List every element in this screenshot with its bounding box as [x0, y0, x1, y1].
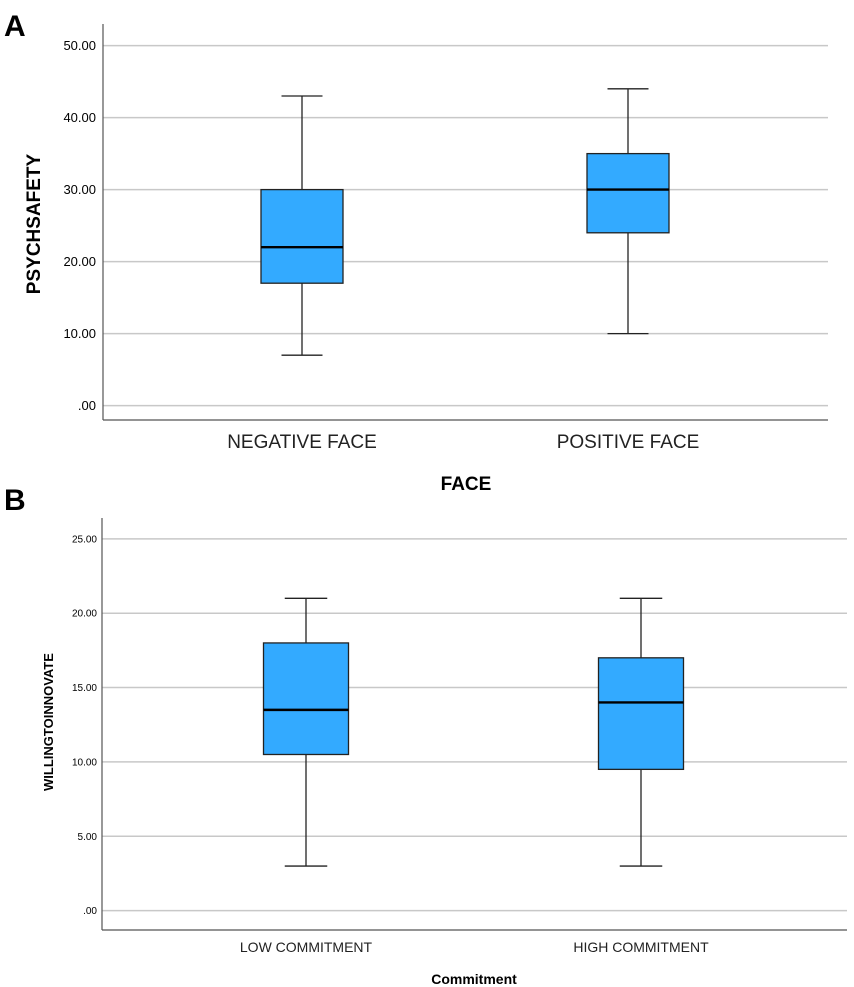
box-iqr: [597, 657, 685, 771]
box-iqr: [260, 188, 344, 284]
category-label: LOW COMMITMENT: [240, 939, 373, 955]
panel-b-y-ticks: .00 5.00 10.00 15.00 20.00 25.00: [72, 534, 97, 917]
panel-a-y-axis-title: PSYCHSAFETY: [24, 153, 45, 294]
box-iqr: [262, 642, 350, 756]
panel-a-x-axis-title: FACE: [441, 474, 492, 495]
panel-a: A .00 10.00 20.00 30.00 40.00 50.00 NEGATIVE …: [4, 10, 828, 495]
y-tick-label: 20.00: [72, 609, 97, 620]
panel-a-label: A: [4, 10, 26, 43]
panel-b-category-labels: LOW COMMITMENT HIGH COMMITMENT: [240, 939, 709, 955]
box-iqr: [586, 152, 670, 234]
category-label: HIGH COMMITMENT: [573, 939, 709, 955]
y-tick-label: .00: [83, 906, 97, 917]
panel-a-gridlines: [103, 44, 828, 407]
panel-b-boxes: [262, 597, 685, 867]
panel-b-x-axis-title: Commitment: [431, 971, 517, 987]
y-tick-label: 30.00: [63, 182, 96, 197]
y-tick-label: .00: [78, 398, 96, 413]
category-label: POSITIVE FACE: [557, 432, 700, 453]
y-tick-label: 10.00: [72, 757, 97, 768]
category-label: NEGATIVE FACE: [227, 432, 377, 453]
y-tick-label: 5.00: [78, 832, 98, 843]
panel-a-category-labels: NEGATIVE FACE POSITIVE FACE: [227, 432, 699, 453]
y-tick-label: 15.00: [72, 683, 97, 694]
y-tick-label: 25.00: [72, 534, 97, 545]
panel-a-y-ticks: .00 10.00 20.00 30.00 40.00 50.00: [63, 38, 96, 413]
panel-b: B .00 5.00 10.00 15.00 20.00 25.00 LOW COMMIT…: [4, 484, 847, 987]
y-tick-label: 50.00: [63, 38, 96, 53]
panel-b-gridlines: [102, 538, 847, 912]
y-tick-label: 40.00: [63, 110, 96, 125]
panel-b-label: B: [4, 484, 26, 517]
y-tick-label: 10.00: [63, 326, 96, 341]
y-tick-label: 20.00: [63, 254, 96, 269]
panel-b-y-axis-title: WILLINGTOINNOVATE: [41, 653, 56, 791]
panel-a-boxes: [260, 88, 670, 356]
